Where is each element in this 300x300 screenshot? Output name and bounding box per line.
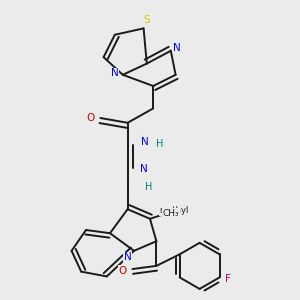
Text: S: S <box>143 15 150 26</box>
Text: H: H <box>156 139 163 148</box>
Text: CH₃: CH₃ <box>163 209 179 218</box>
Text: N: N <box>173 43 181 52</box>
Text: methyl: methyl <box>159 206 189 215</box>
Text: F: F <box>225 274 230 284</box>
Text: O: O <box>119 266 127 276</box>
Text: N: N <box>140 164 148 174</box>
Text: N: N <box>111 68 119 78</box>
Text: N: N <box>141 137 149 147</box>
Text: O: O <box>87 113 95 123</box>
Text: N: N <box>124 252 131 262</box>
Text: H: H <box>145 182 152 192</box>
